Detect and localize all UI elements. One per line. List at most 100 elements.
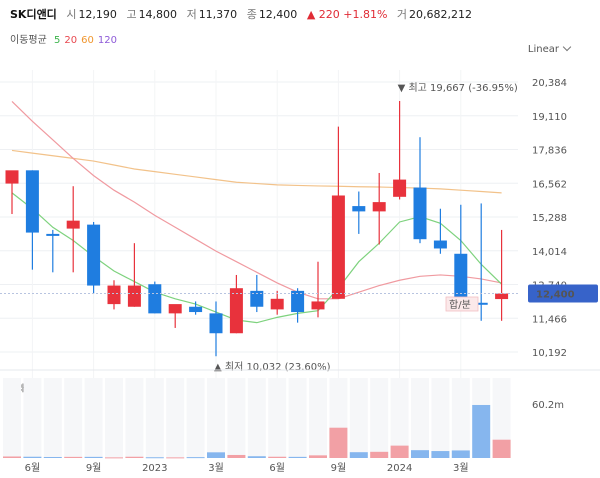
ma-item-60[interactable]: 60: [81, 35, 94, 46]
volume-bg-column: [3, 378, 21, 458]
volume-bg-column: [227, 378, 246, 458]
candle-body: [107, 285, 121, 305]
scale-selector[interactable]: Linear: [528, 44, 570, 55]
y-tick-label: 11,466: [532, 314, 567, 325]
volume-bg-column: [84, 378, 103, 458]
candle-body: [372, 202, 386, 212]
close-label: 종: [246, 8, 257, 21]
volume-bar: [105, 457, 123, 459]
volume-bar: [431, 451, 450, 458]
candle-body: [474, 302, 488, 305]
y-tick-label: 17,836: [532, 146, 567, 157]
volume-bar: [349, 452, 368, 458]
candle-body: [413, 187, 427, 240]
volume-bar: [207, 452, 225, 458]
candle-body: [495, 293, 509, 300]
volume-bg-column: [145, 378, 164, 458]
high-label: 고: [126, 8, 137, 21]
moving-average-title: 이동평균: [10, 35, 47, 46]
volume-bg-column: [125, 378, 144, 458]
candle-body: [291, 290, 305, 313]
close-value: 12,400: [258, 8, 298, 21]
ma-item-20[interactable]: 20: [64, 35, 78, 46]
merge-label-box: [445, 296, 479, 312]
current-price-badge: [528, 284, 598, 303]
x-tick-label: 3월: [453, 462, 469, 474]
volume-bg-column: [411, 378, 429, 458]
ma-item-5[interactable]: 5: [54, 35, 61, 46]
candle-body: [311, 301, 325, 310]
volume-bg-column: [247, 378, 266, 458]
volume-bg-column: [309, 378, 327, 458]
candle-body: [352, 206, 366, 212]
volume-bar: [247, 456, 266, 458]
x-tick-label: 9월: [86, 462, 102, 474]
volume-tick-label: 60.2m: [532, 400, 564, 411]
volume-bar: [64, 456, 83, 458]
x-tick-label: 9월: [331, 462, 347, 474]
volume-bar: [186, 457, 205, 459]
volume-value: 20,682,212: [409, 8, 473, 21]
candle-body: [331, 195, 345, 299]
volume-bg-column: [370, 378, 389, 458]
ma20-line: [11, 101, 502, 300]
low-value: 11,370: [198, 8, 238, 21]
volume-bg-column: [23, 378, 42, 458]
volume-bg-column: [451, 378, 470, 458]
candle-body: [127, 285, 141, 307]
volume-bar: [451, 450, 470, 458]
candle-body: [229, 288, 243, 334]
volume-bg-column: [64, 378, 83, 458]
open-label: 시: [66, 8, 77, 21]
min-annotation: ▲ 최저 10,032 (23.60%): [214, 361, 331, 373]
y-tick-label: 14,014: [532, 247, 567, 258]
ma-item-120[interactable]: 120: [97, 35, 117, 46]
volume-bg-column: [390, 378, 409, 458]
y-tick-label: 16,562: [532, 179, 567, 190]
volume-bg-column: [105, 378, 123, 458]
volume-bar: [268, 456, 287, 458]
moving-average-legend[interactable]: 이동평균 5 20 60 120: [10, 31, 121, 46]
volume-bar: [411, 450, 429, 458]
volume-bar: [84, 456, 103, 458]
y-tick-label: 19,110: [532, 112, 567, 123]
candle-body: [270, 298, 284, 310]
volume-bg-column: [207, 378, 225, 458]
volume-bar: [288, 456, 307, 458]
candle-body: [393, 179, 407, 197]
open-value: 12,190: [78, 8, 117, 21]
volume-bar: [43, 456, 62, 458]
x-tick-label: 2023: [142, 463, 167, 474]
y-tick-label: 10,192: [532, 348, 567, 359]
volume-bg-column: [43, 378, 62, 458]
high-value: 14,800: [138, 8, 178, 21]
candle-body: [209, 313, 223, 334]
candle-body: [454, 253, 468, 303]
volume-bg-column: [186, 378, 205, 458]
change-value: ▲ 220 +1.81%: [306, 8, 388, 21]
volume-bar: [145, 457, 164, 459]
candle-body: [433, 240, 447, 249]
candle-body: [25, 170, 39, 233]
volume-bar: [3, 456, 21, 458]
volume-bg-column: [349, 378, 368, 458]
volume-bg-column: [431, 378, 450, 458]
candle-body: [148, 284, 162, 314]
volume-bg-column: [288, 378, 307, 458]
y-tick-label: 15,288: [532, 213, 567, 224]
candle-body: [168, 304, 182, 314]
volume-bar: [492, 439, 511, 458]
x-tick-label: 6월: [269, 462, 285, 474]
max-annotation: ▼ 최고 19,667 (-36.95%): [398, 82, 518, 94]
volume-bg-column: [492, 378, 511, 458]
candle-body: [66, 220, 80, 229]
volume-label: 거: [396, 8, 408, 21]
volume-bg-column: [166, 378, 185, 458]
candle-body: [189, 306, 203, 313]
volume-bar: [125, 456, 144, 458]
volume-bar: [329, 427, 348, 458]
candle-body: [5, 170, 19, 184]
low-label: 저: [186, 8, 197, 21]
x-tick-label: 6월: [25, 462, 41, 474]
